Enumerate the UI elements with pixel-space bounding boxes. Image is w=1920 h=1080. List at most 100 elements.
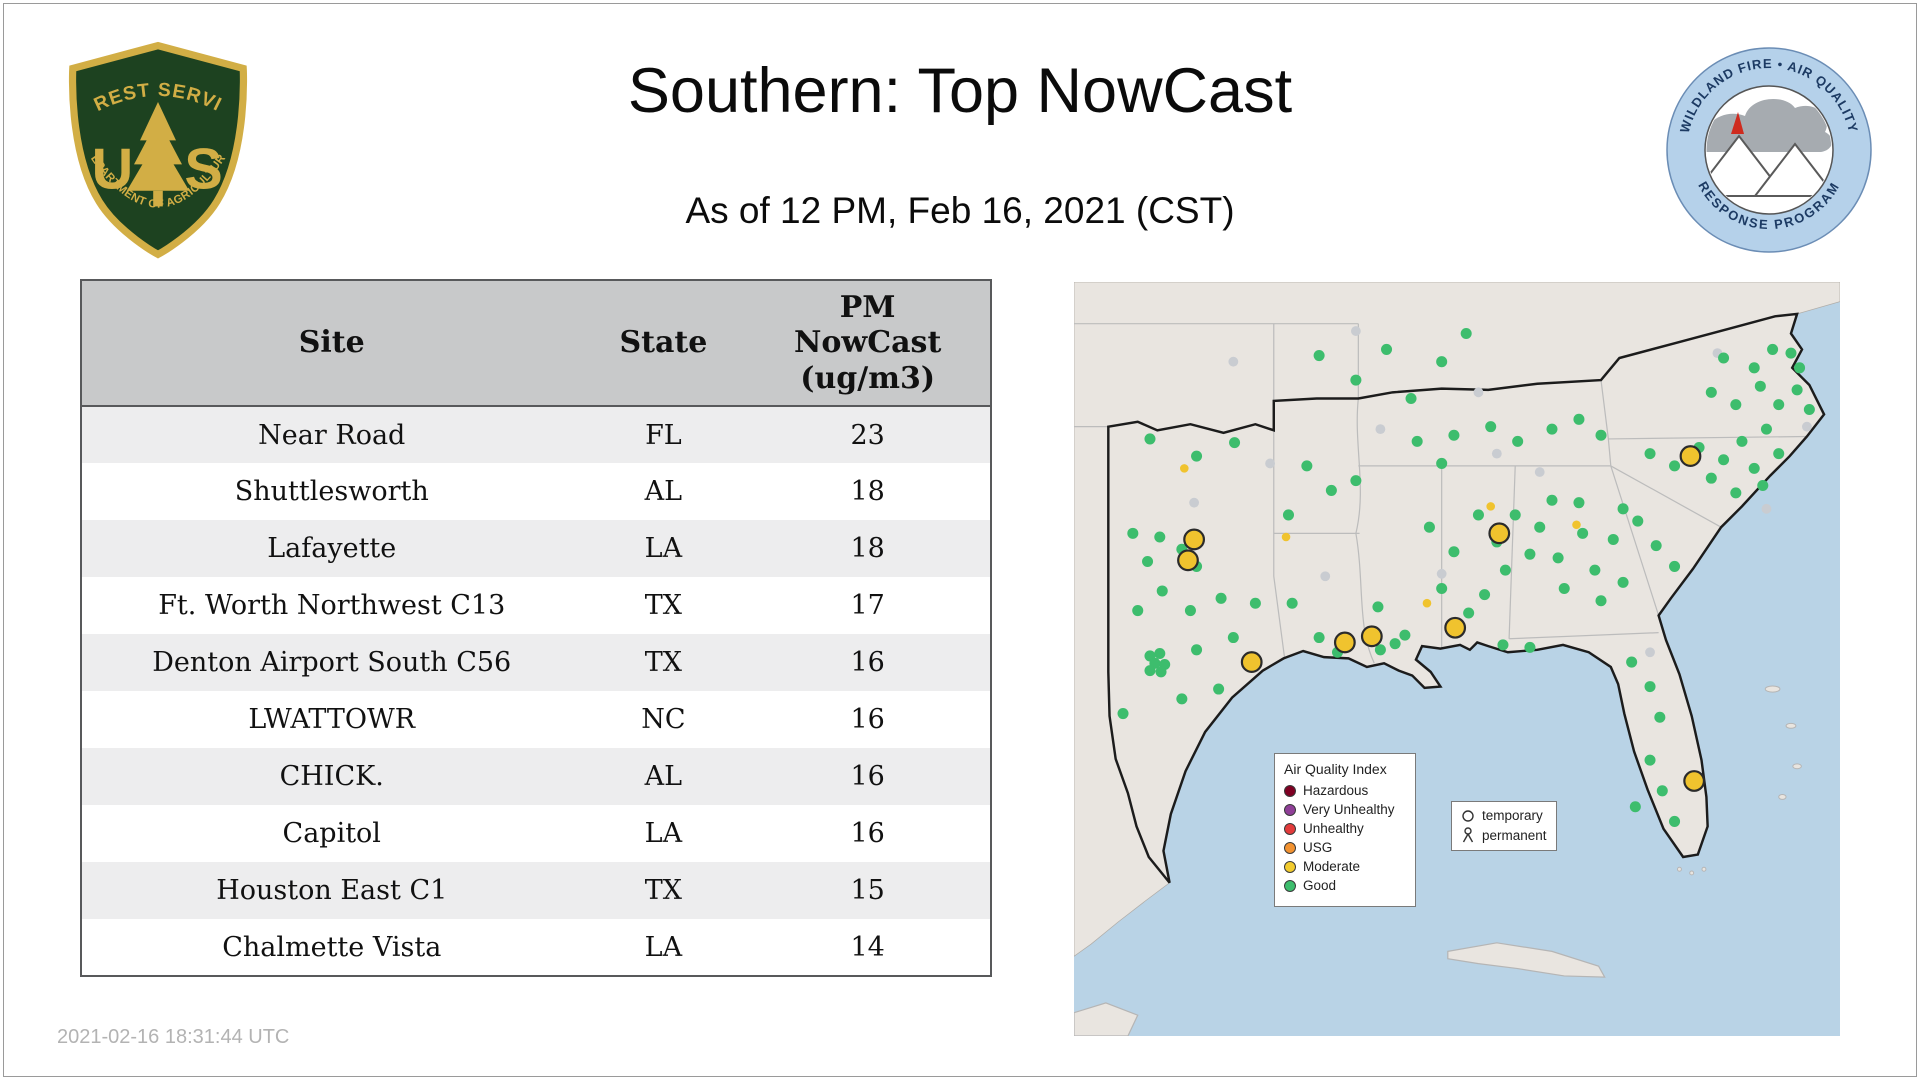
good-marker xyxy=(1497,639,1509,651)
good-marker xyxy=(1573,413,1585,425)
table-row: Near Road FL 23 xyxy=(81,406,991,463)
good-marker xyxy=(1509,509,1521,521)
moderate-large-marker xyxy=(1444,616,1467,639)
inactive-marker xyxy=(1265,458,1275,469)
table-row: CHICK. AL 16 xyxy=(81,748,991,805)
map-canvas xyxy=(1074,282,1840,1036)
good-marker xyxy=(1132,605,1144,617)
good-marker xyxy=(1546,494,1558,506)
unhealthy-dot-icon xyxy=(1284,822,1296,835)
inactive-marker xyxy=(1645,647,1655,658)
good-marker xyxy=(1154,531,1166,543)
moderate-large-marker xyxy=(1183,528,1206,551)
good-marker xyxy=(1534,521,1546,533)
aqi-legend: Air Quality Index Hazardous Very Unhealt… xyxy=(1274,753,1416,907)
good-marker xyxy=(1546,423,1558,435)
good-marker xyxy=(1448,429,1460,441)
usfs-letter-s: S xyxy=(184,137,222,201)
pm-cell: 16 xyxy=(850,704,885,735)
pm-cell: 14 xyxy=(850,931,885,963)
good-marker xyxy=(1754,380,1766,392)
good-marker xyxy=(1650,540,1662,552)
inactive-marker xyxy=(1320,571,1331,582)
good-marker xyxy=(1411,435,1423,447)
good-marker xyxy=(1405,392,1417,404)
table-row: Shuttlesworth AL 18 xyxy=(81,463,991,520)
moderate-large-marker xyxy=(1683,770,1706,792)
pm-cell: 18 xyxy=(850,533,885,564)
legend-label: Unhealthy xyxy=(1303,821,1364,836)
legend-item: temporary xyxy=(1461,808,1547,823)
good-marker xyxy=(1705,386,1717,398)
hazardous-dot-icon xyxy=(1284,784,1296,797)
state-borders xyxy=(1074,323,1807,664)
good-marker xyxy=(1127,527,1139,539)
cuba xyxy=(1447,942,1606,978)
usfs-logo: FOREST SERVICE U S DEPARTMENT OF AGRICUL… xyxy=(62,38,254,262)
wfaqrp-seal: WILDLAND FIRE • AIR QUALITY RESPONSE PRO… xyxy=(1666,47,1872,253)
pm-cell: 18 xyxy=(850,476,885,507)
inactive-marker xyxy=(1189,497,1200,508)
bahamas xyxy=(1676,685,1802,876)
good-marker xyxy=(1730,399,1742,411)
legend-item: Very Unhealthy xyxy=(1284,802,1406,817)
state-cell: FL xyxy=(645,419,682,451)
good-marker xyxy=(1669,460,1681,472)
legend-item: Unhealthy xyxy=(1284,821,1406,836)
good-marker xyxy=(1154,647,1166,659)
good-marker xyxy=(1144,433,1156,445)
yucatan xyxy=(1074,1002,1139,1036)
moderate-large-marker xyxy=(1360,625,1383,648)
good-marker xyxy=(1229,437,1241,449)
good-marker xyxy=(1215,592,1227,604)
state-cell: LA xyxy=(644,533,683,564)
state-cell: NC xyxy=(641,704,686,735)
good-marker xyxy=(1705,472,1717,484)
moderate-large-marker xyxy=(1488,522,1511,545)
state-cell: TX xyxy=(644,590,683,621)
table-row: Capitol LA 16 xyxy=(81,805,991,862)
good-marker xyxy=(1460,327,1472,340)
site-cell: Near Road xyxy=(258,419,406,451)
good-marker xyxy=(1117,708,1129,720)
good-marker xyxy=(1381,343,1393,355)
site-cell: Shuttlesworth xyxy=(234,476,429,507)
good-marker xyxy=(1282,509,1294,521)
good-marker xyxy=(1155,666,1167,678)
pm-cell: 16 xyxy=(850,647,885,678)
good-marker xyxy=(1718,454,1730,466)
good-dot-icon xyxy=(1284,879,1296,892)
moderate-dot-icon xyxy=(1284,860,1296,873)
table-row: Denton Airport South C56 TX 16 xyxy=(81,634,991,691)
good-marker xyxy=(1785,347,1797,359)
good-marker xyxy=(1773,399,1785,411)
good-marker xyxy=(1142,556,1154,568)
good-marker xyxy=(1757,480,1769,492)
good-marker xyxy=(1350,475,1362,487)
very-unhealthy-dot-icon xyxy=(1284,803,1296,816)
pm-cell: 23 xyxy=(850,419,885,451)
inactive-marker xyxy=(1436,568,1447,579)
col-header-pm: PM NowCast (ug/m3) xyxy=(745,280,991,407)
pine-tree-icon xyxy=(126,102,190,207)
good-marker xyxy=(1372,601,1384,613)
good-marker xyxy=(1463,607,1475,619)
inactive-marker xyxy=(1350,326,1361,336)
site-cell: CHICK. xyxy=(279,761,384,792)
inactive-marker xyxy=(1534,467,1545,477)
state-cell: TX xyxy=(644,875,683,906)
good-marker xyxy=(1472,509,1484,521)
monitor-markers xyxy=(1117,326,1815,827)
state-cell: LA xyxy=(644,818,683,849)
table-row: Houston East C1 TX 15 xyxy=(81,862,991,919)
temporary-monitor-icon xyxy=(1462,809,1474,822)
moderate-large-marker xyxy=(1679,445,1702,468)
good-marker xyxy=(1669,560,1681,572)
site-cell: Houston East C1 xyxy=(216,875,448,906)
table-row: Chalmette Vista LA 14 xyxy=(81,919,991,976)
table-header-row: Site State PM NowCast (ug/m3) xyxy=(81,280,991,407)
site-cell: Capitol xyxy=(282,818,381,849)
good-marker xyxy=(1773,448,1785,460)
nowcast-table: Site State PM NowCast (ug/m3) Near Road … xyxy=(80,279,992,977)
good-marker xyxy=(1558,582,1570,595)
